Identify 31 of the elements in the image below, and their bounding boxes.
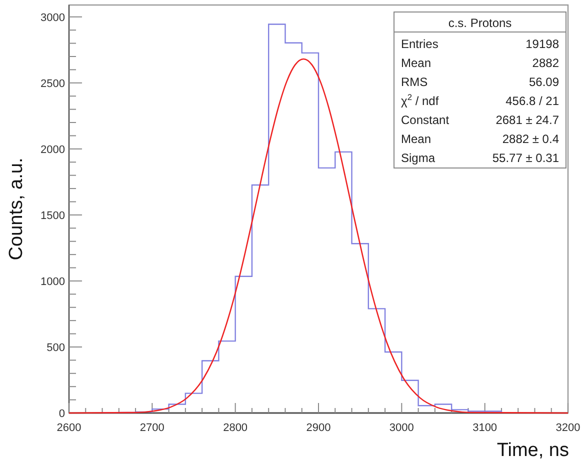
y-tick-label: 0 bbox=[58, 408, 65, 420]
x-tick-label: 3000 bbox=[389, 422, 414, 434]
x-tick-label: 2600 bbox=[56, 422, 82, 434]
annotation: Sigma bbox=[401, 151, 436, 165]
x-tick-label: 2900 bbox=[306, 422, 331, 434]
annotation: Entries bbox=[401, 37, 438, 51]
x-tick-label: 2700 bbox=[140, 422, 164, 434]
annotation: 2882 ± 0.4 bbox=[502, 132, 560, 146]
annotation: χ$^{2}$ / ndf bbox=[401, 92, 440, 108]
y-tick-label: 3000 bbox=[40, 12, 65, 24]
annotation: 2882 bbox=[532, 56, 560, 70]
y-tick-label: 2000 bbox=[40, 144, 65, 156]
annotation: Mean bbox=[401, 132, 432, 146]
y-tick-label: 2500 bbox=[40, 78, 65, 90]
annotation: Mean bbox=[401, 56, 432, 70]
y-tick-label: 1000 bbox=[40, 276, 65, 288]
y-tick-label: 500 bbox=[46, 342, 65, 354]
annotation: RMS bbox=[401, 75, 428, 89]
annotation: 55.77 ± 0.31 bbox=[492, 151, 560, 165]
annotation: 456.8 / 21 bbox=[506, 94, 560, 108]
y-tick-label: 1500 bbox=[40, 210, 65, 222]
x-tick-label: 2800 bbox=[223, 422, 248, 434]
y-axis-title: Counts, a.u. bbox=[6, 158, 27, 260]
x-tick-label: 3200 bbox=[556, 422, 580, 434]
annotation: 56.09 bbox=[528, 75, 560, 89]
annotation: 19198 bbox=[526, 37, 560, 51]
x-tick-label: 3100 bbox=[472, 422, 498, 434]
x-axis-title: Time, ns bbox=[496, 440, 569, 461]
annotation: Constant bbox=[401, 113, 450, 127]
annotation: c.s. Protons bbox=[448, 16, 512, 30]
annotation: 2681 ± 24.7 bbox=[496, 113, 560, 127]
